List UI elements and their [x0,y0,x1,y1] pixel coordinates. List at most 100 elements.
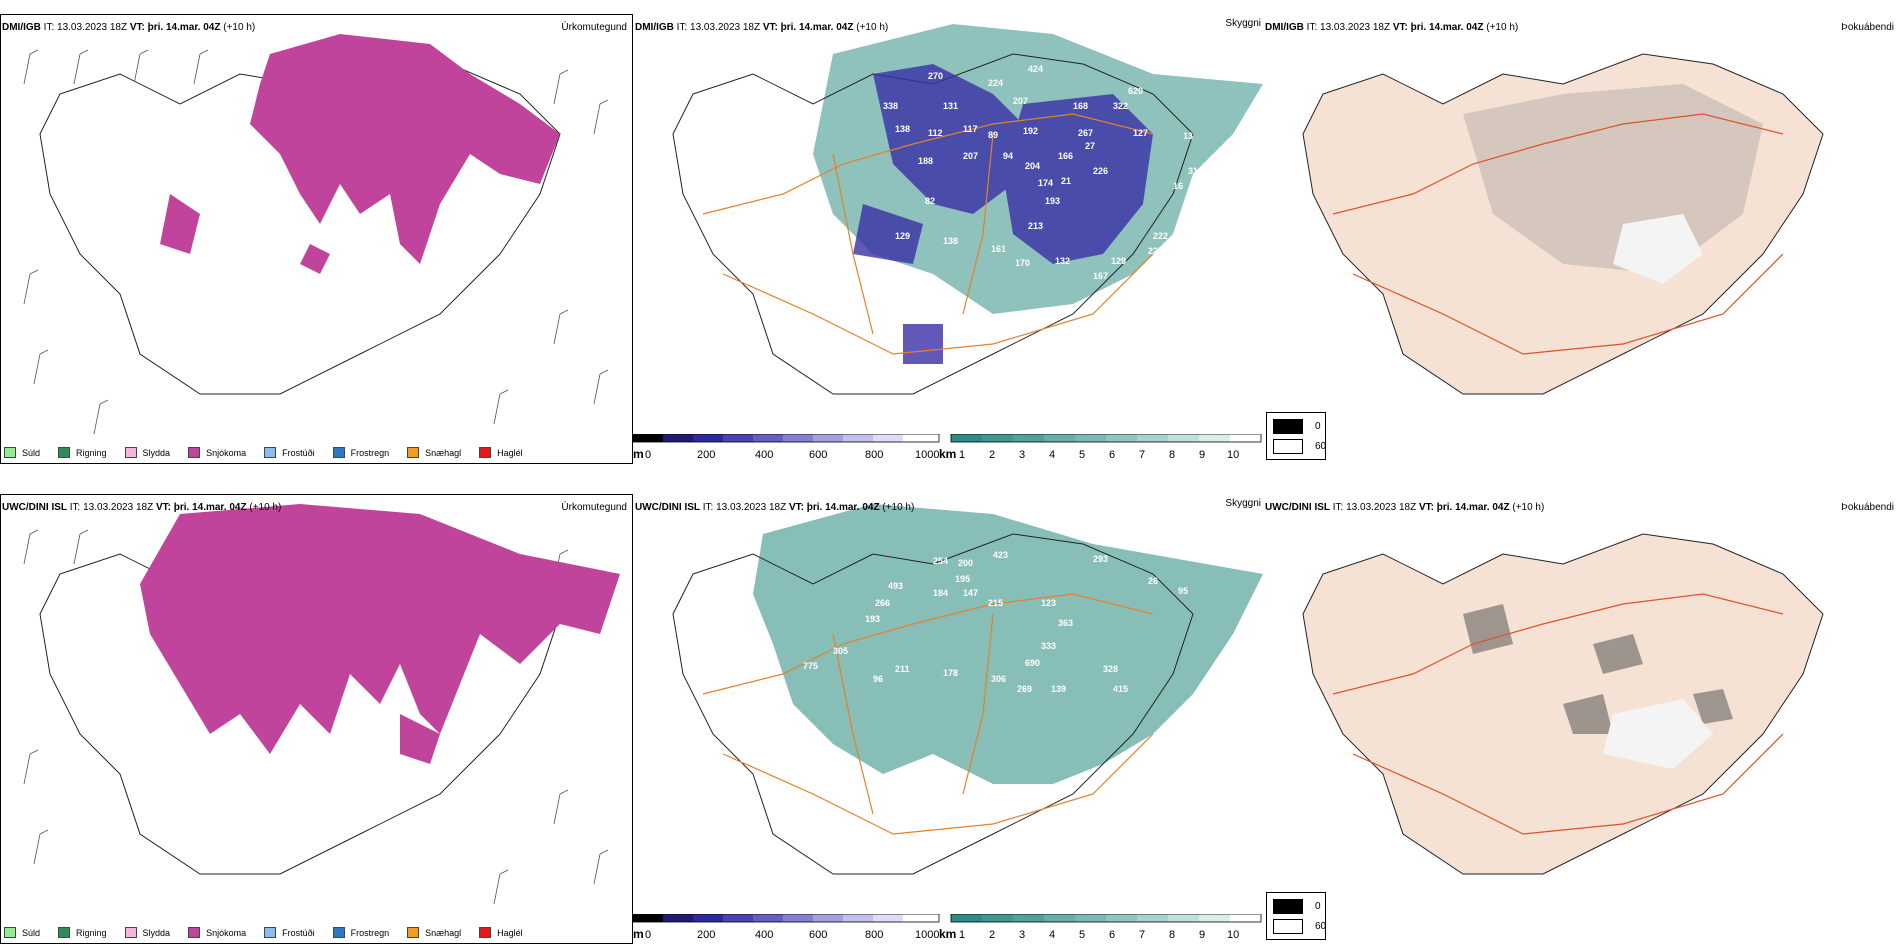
wind-barbs [23,49,609,435]
visibility-tick: 5 [1079,449,1085,461]
visibility-tick: 1 [959,929,965,941]
iceland-outline [672,533,1194,875]
label-184: 184 [933,588,948,598]
label-168: 168 [1073,101,1088,111]
cloudbase-tick: 1000 [915,929,939,941]
label-167: 167 [1093,271,1108,281]
label-36: 36 [773,236,783,246]
visibility-tick: 8 [1169,929,1175,941]
cloudbase-tick: 0 [645,449,651,461]
visibility-tick: 7 [1139,929,1145,941]
cloudbase-tick: 800 [865,929,883,941]
visibility-colorbar [950,434,1262,443]
panel-title: UWC/DINI ISL IT: 13.03.2023 18Z VT: þri.… [1265,502,1545,513]
legend-label: Haglél [497,447,523,458]
label-170: 170 [1015,258,1030,268]
fog-panel-2: UWC/DINI ISL IT: 13.03.2023 18Z VT: þri.… [1263,494,1900,944]
label-333: 333 [1041,641,1056,651]
visibility-tick: 7 [1139,449,1145,461]
label-112: 112 [928,128,943,138]
precip-legend: Súld Rigning Slydda Snjókoma Frostúði Fr… [4,447,523,458]
label-215: 215 [988,598,1003,608]
wind-barbs [23,529,609,905]
label-207b: 207 [963,151,978,161]
parameter-name: Úrkomutegund [561,22,627,33]
cloud-panel-1: 270 224 424 620 338 131 207 322 168 138 … [633,14,1263,464]
roads [702,113,1154,355]
visibility-unit: km [939,447,956,461]
label-204: 204 [1025,161,1040,171]
label-138: 138 [895,124,910,134]
label-178: 178 [943,668,958,678]
parameter-name: Úrkomutegund [561,502,627,513]
legend-label: Frostúði [282,447,315,458]
panel-title: DMI/IGB IT: 13.03.2023 18Z VT: þri. 14.m… [1265,22,1519,33]
label-267: 267 [1078,128,1093,138]
label-127: 127 [1133,128,1148,138]
legend-label: Frostúði [282,927,315,938]
roads [1332,593,1784,835]
label-132: 132 [1055,256,1070,266]
cloudbase-unit: m [633,447,644,461]
label-227: 227 [1148,246,1163,256]
fog-shading [1463,604,1733,734]
cloudbase-tick: 200 [697,449,715,461]
panel-title: DMI/IGB IT: 13.03.2023 18Z VT: þri. 14.m… [635,22,889,33]
legend-label: Snjókoma [206,447,247,458]
label-424: 424 [1028,64,1043,74]
fog-key-label: 0 [1315,421,1321,432]
label-95: 95 [1178,586,1188,596]
fog-key-2: 0 60 [1266,892,1326,940]
teal-visibility [753,504,1263,784]
legend-label: Rigning [76,927,107,938]
visibility-tick: 6 [1109,449,1115,461]
visibility-tick: 8 [1169,449,1175,461]
cloud-map-2: 254 200 423 293 493 195 184 147 215 26 9… [672,504,1263,875]
fog-key-1: 0 60 [1266,412,1326,460]
label-211: 211 [895,664,910,674]
cloudbase-tick: 200 [697,929,715,941]
legend-label: Súld [22,447,41,458]
visibility-tick: 6 [1109,929,1115,941]
fog-map-1 [1302,53,1824,395]
label-131: 131 [943,101,958,111]
roads [702,593,1154,835]
label-254: 254 [933,556,948,566]
visibility-tick: 2 [989,929,995,941]
parameter-name: Skyggni [1225,498,1261,509]
fog-key-label: 60 [1315,921,1327,932]
fog-map-2 [1302,533,1824,875]
label-775: 775 [803,661,818,671]
label-690: 690 [1025,658,1040,668]
cloudbase-tick: 0 [645,929,651,941]
visibility-tick: 5 [1079,929,1085,941]
label-31: 31 [1188,166,1198,176]
visibility-tick: 1 [959,449,965,461]
map-frame [0,14,633,464]
label-129b: 129 [1111,256,1126,266]
label-620: 620 [1128,86,1143,96]
cloud-map-1: 270 224 424 620 338 131 207 322 168 138 … [672,24,1263,395]
label-161: 161 [991,244,1006,254]
label-293: 293 [1093,554,1108,564]
legend-label: Snæhagl [425,927,462,938]
visibility-tick: 4 [1049,449,1055,461]
visibility-colorbar [950,914,1262,923]
label-117: 117 [963,124,978,134]
snow-areas [160,34,560,274]
label-138b: 138 [943,236,958,246]
snow-areas [140,504,620,764]
fog-key-label: 0 [1315,901,1321,912]
precip-panel-2: UWC/DINI ISL IT: 13.03.2023 18Z VT: þri.… [0,494,633,944]
label-415: 415 [1113,684,1128,694]
visibility-tick: 2 [989,449,995,461]
glacier [1603,699,1713,769]
label-96: 96 [873,674,883,684]
label-21: 21 [1061,176,1071,186]
cloud-panel-2: 254 200 423 293 493 195 184 147 215 26 9… [633,494,1263,944]
cloudbase-tick: 600 [809,929,827,941]
glacier [1613,214,1703,284]
precip-panel-1: DMI/IGB IT: 13.03.2023 18Z VT: þri. 14.m… [0,14,633,464]
label-200: 200 [958,558,973,568]
fog-panel-1: DMI/IGB IT: 13.03.2023 18Z VT: þri. 14.m… [1263,14,1900,464]
